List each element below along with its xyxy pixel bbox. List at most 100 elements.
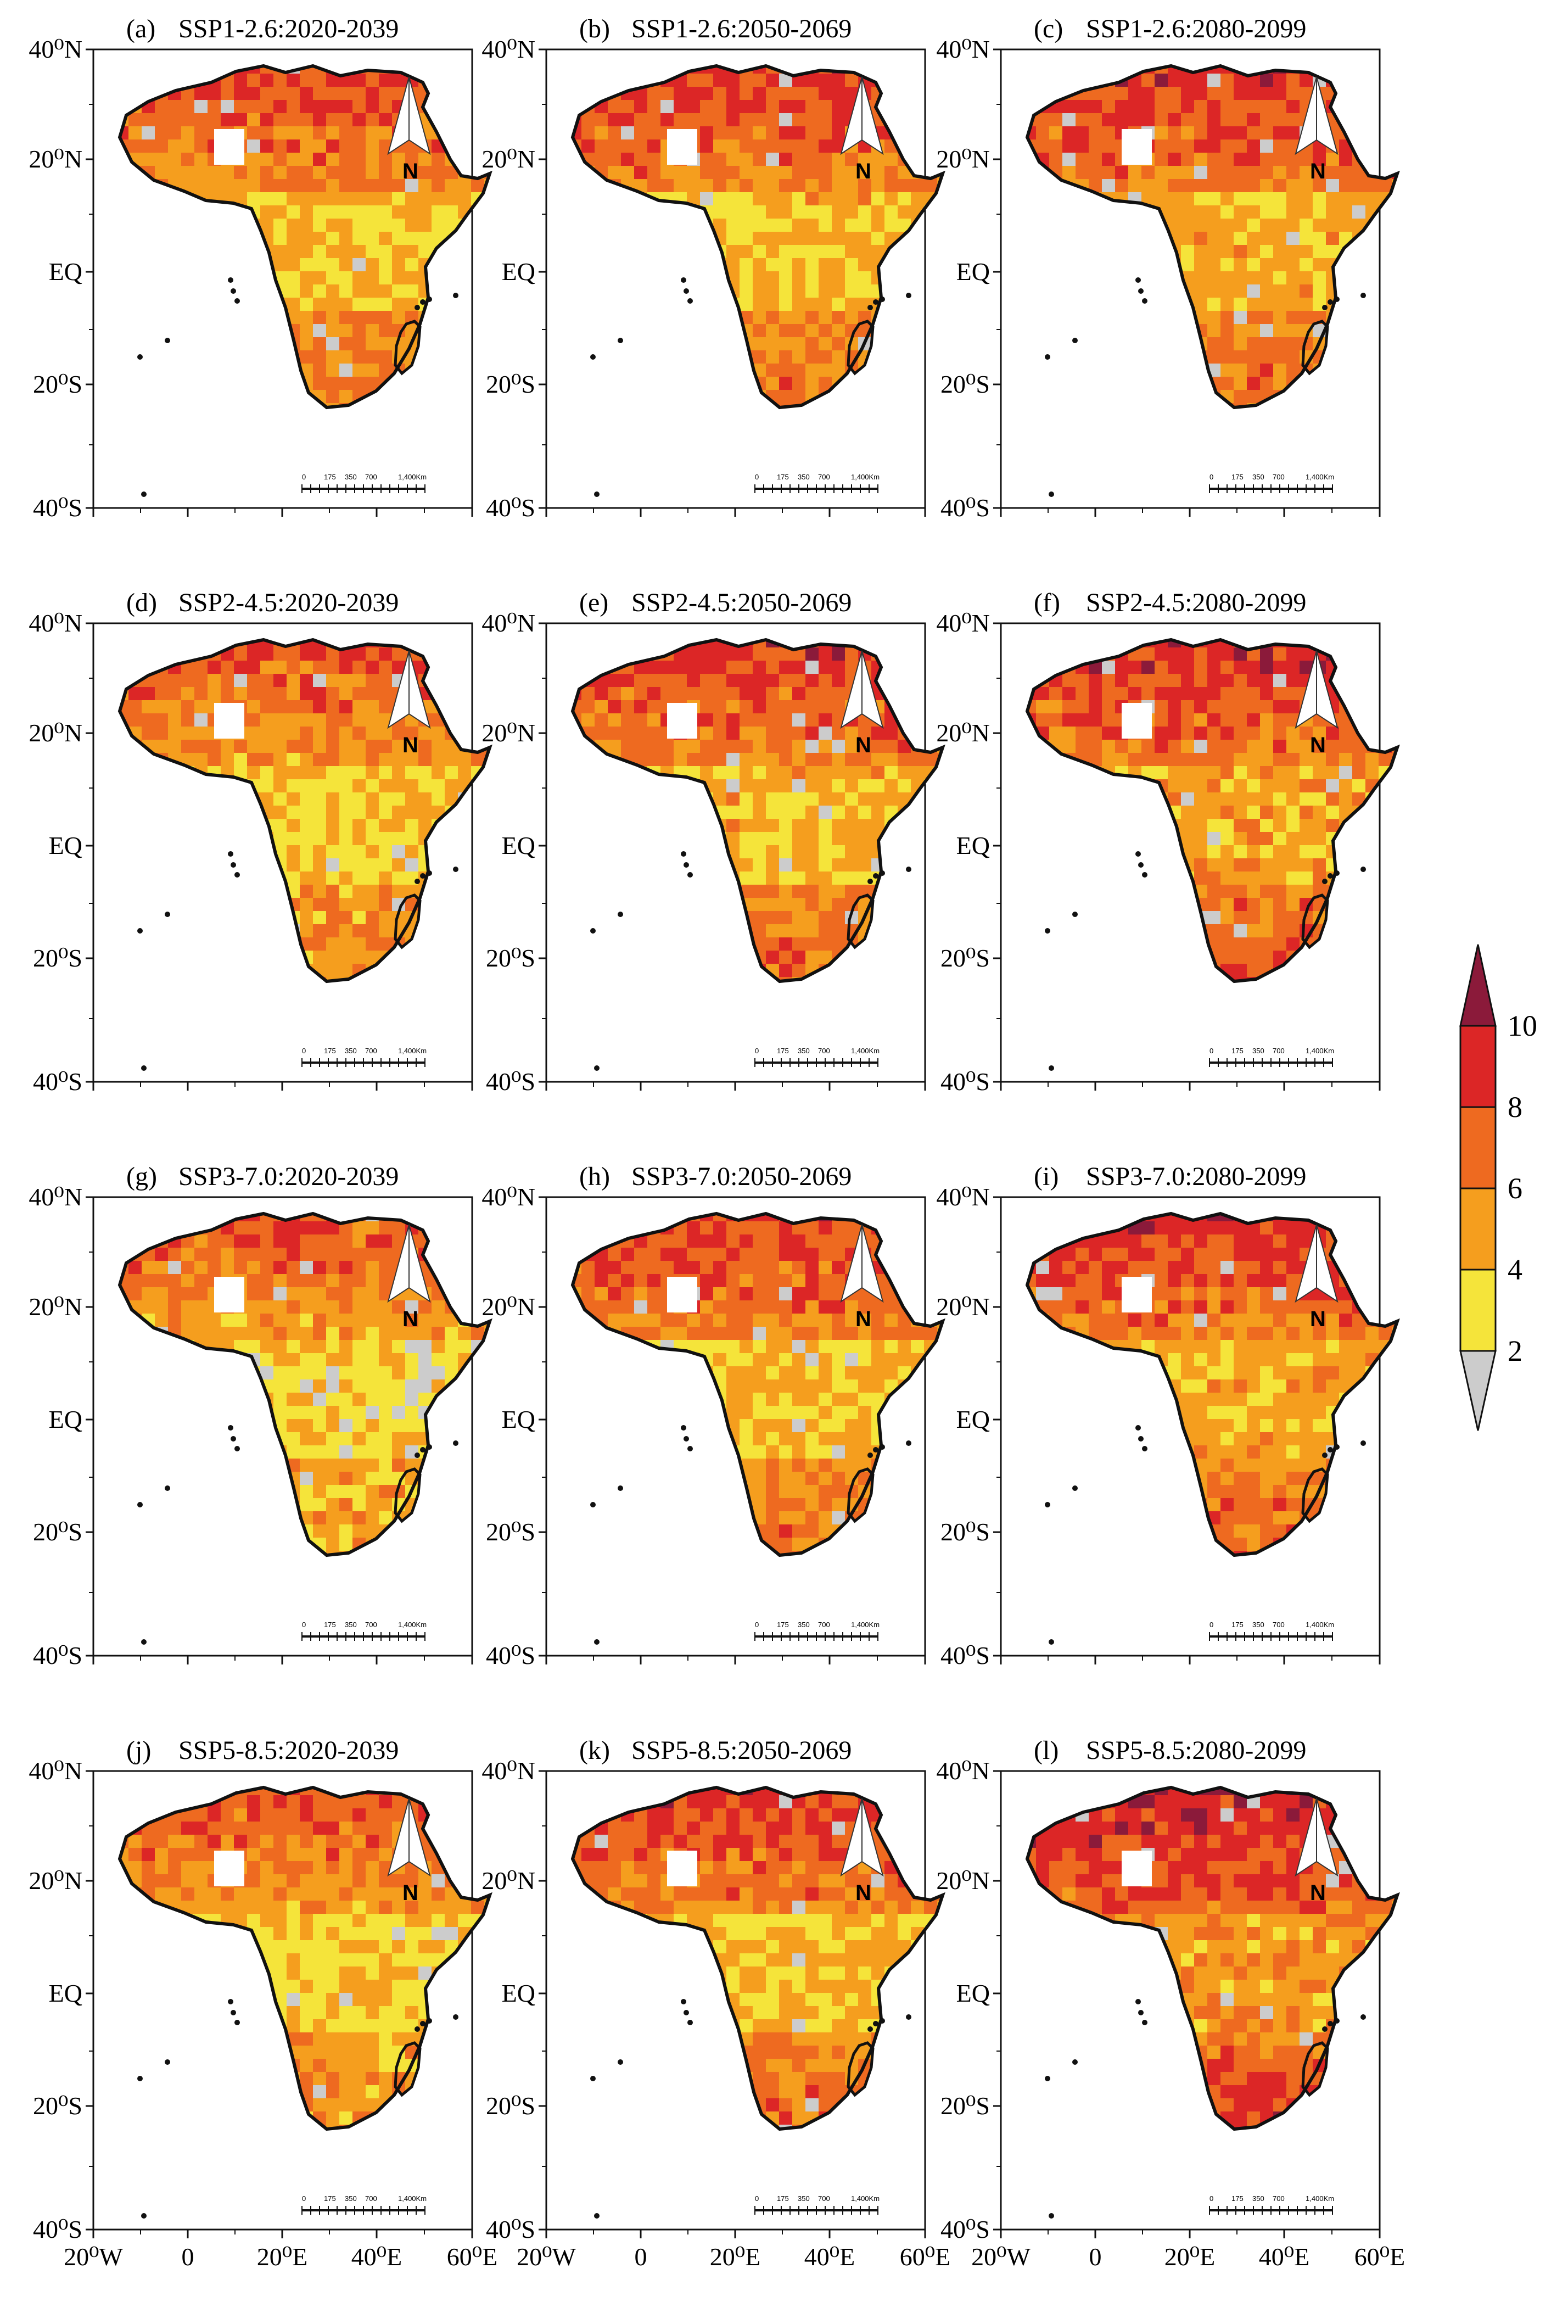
island [1049,1639,1054,1645]
north-label: N [855,1881,871,1905]
panel-title: SSP5-8.5:2020-2039 [178,1736,399,1765]
scale-bar: 0 175 350 700 1,400Km [1209,1621,1334,1641]
island [1045,2076,1050,2081]
island [618,1485,623,1491]
island [234,1446,240,1451]
island [906,1440,911,1446]
island [1334,297,1340,302]
island [684,1436,689,1442]
y-axis-label: 40⁰S [33,1641,82,1669]
panel-label: (f) [1034,588,1060,617]
map-panel-g: (g) SSP3-7.0:2020-2039 N 0 175 350 700 1,400Km 4… [29,1162,498,1669]
island [137,928,143,934]
panel-title: SSP2-4.5:2080-2099 [1086,588,1306,617]
y-axis-label: EQ [49,1979,82,2007]
scale-tick-label: 1,400Km [398,473,427,481]
island [618,2059,623,2065]
island [1322,1452,1328,1458]
island [687,2020,693,2025]
island [1328,873,1333,879]
scale-tick-label: 700 [818,1621,830,1629]
y-axis-label: EQ [956,831,990,859]
panel-title: SSP3-7.0:2050-2069 [631,1162,852,1191]
y-axis-label: 20⁰N [29,1867,82,1895]
scale-tick-label: 0 [755,473,759,481]
island [1135,851,1141,857]
x-axis-label: 20⁰W [64,2243,123,2271]
y-axis-label: 40⁰N [936,609,990,637]
y-axis-label: 20⁰N [29,145,82,173]
y-axis-label: 20⁰S [486,370,535,398]
y-axis-label: 40⁰N [29,609,82,637]
island [165,338,170,343]
north-label: N [402,1307,418,1331]
y-axis-label: 20⁰N [936,145,990,173]
map-panel-k: (k) SSP5-8.5:2050-2069 N 0 175 350 700 1,400Km 4… [481,1736,951,2271]
island [1072,2059,1078,2065]
scale-tick-label: 175 [1231,1047,1244,1055]
no-data-area [214,1851,244,1886]
scale-tick-label: 1,400Km [1306,2194,1334,2203]
north-arrow: N [1295,1798,1339,1905]
scale-tick-label: 350 [1252,2194,1264,2203]
island [1334,870,1340,876]
island [141,491,147,497]
scale-bar: 0 175 350 700 1,400Km [754,1621,880,1641]
island [681,1999,686,2004]
island [137,2076,143,2081]
island [1334,2018,1340,2024]
island [228,277,233,283]
north-arrow: N [840,76,884,183]
map-panel-b: (b) SSP1-2.6:2050-2069 N 0 175 350 700 1,400Km 4… [481,14,951,522]
panel-title: SSP1-2.6:2020-2039 [178,14,399,43]
y-axis-label: 20⁰S [940,1518,990,1546]
legend-swatch-under-2 [1459,1350,1497,1431]
island [141,1065,147,1071]
legend-label: 2 [1508,1334,1522,1367]
y-axis-label: 40⁰N [936,1757,990,1785]
island [1360,867,1366,872]
y-axis-label: 40⁰S [940,2215,990,2243]
island [687,1446,693,1451]
y-axis-label: 40⁰S [33,494,82,522]
island [453,1440,458,1446]
map-panel-l: (l) SSP5-8.5:2080-2099 N 0 175 350 700 1,400Km 4… [936,1736,1405,2271]
island [1328,2021,1333,2026]
island [231,288,236,294]
no-data-area [1122,1277,1152,1312]
panel-title: SSP5-8.5:2080-2099 [1086,1736,1306,1765]
island [873,2021,878,2026]
island [420,299,425,305]
scale-tick-label: 175 [777,473,789,481]
scale-tick-label: 175 [777,1621,789,1629]
scale-tick-label: 700 [1273,1047,1285,1055]
legend-label: 6 [1508,1172,1522,1205]
island [687,298,693,304]
scale-tick-label: 175 [777,1047,789,1055]
scale-tick-label: 350 [1252,1047,1264,1055]
y-axis-label: 40⁰N [29,1757,82,1785]
island [1049,1065,1054,1071]
y-axis-label: 40⁰N [481,1183,535,1211]
island [1360,1440,1366,1446]
island [1049,491,1054,497]
island [165,2059,170,2065]
island [1328,1447,1333,1452]
island [1045,928,1050,934]
legend-label: 4 [1508,1253,1522,1286]
scale-bar: 0 175 350 700 1,400Km [754,1047,880,1067]
scale-tick-label: 1,400Km [1306,1047,1334,1055]
y-axis-label: 40⁰S [940,1641,990,1669]
x-axis-label: 60⁰E [900,2243,951,2271]
no-data-area [667,1277,697,1312]
scale-tick-label: 0 [302,473,306,481]
legend-swatch-over-10 [1459,944,1497,1027]
island [684,862,689,868]
scale-tick-label: 700 [365,2194,377,2203]
north-label: N [855,733,871,757]
colorbar-legend: 10 8 6 4 2 [1459,944,1537,1431]
no-data-area [667,129,697,165]
scale-tick-label: 0 [302,1621,306,1629]
scale-tick-label: 0 [302,2194,306,2203]
island [867,2026,873,2032]
